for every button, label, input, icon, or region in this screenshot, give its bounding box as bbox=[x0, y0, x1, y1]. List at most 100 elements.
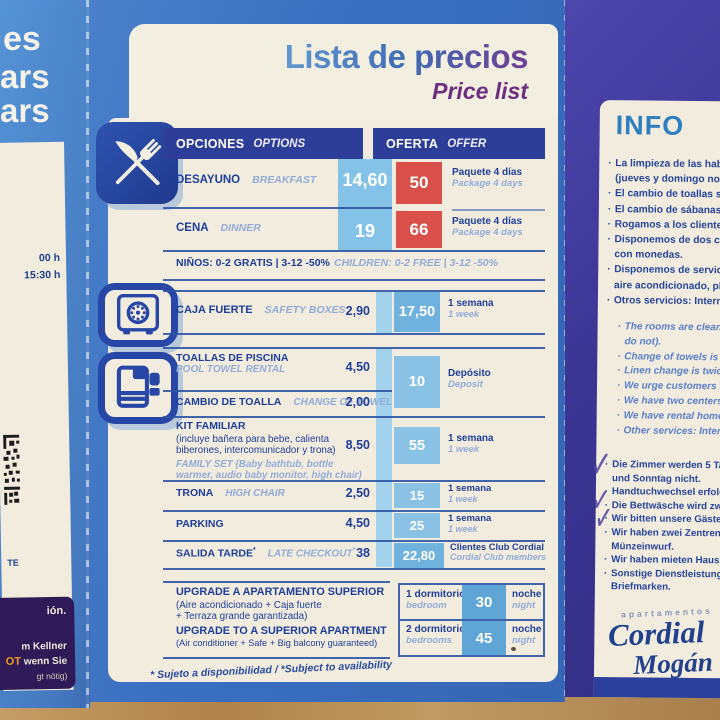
children-note-en: CHILDREN: 0-2 FREE | 3-12 -50% bbox=[334, 257, 498, 269]
upgrade-row-two: 2 dormitorios bedrooms 45 noche night bbox=[400, 621, 543, 655]
offer-header-bar: OFERTA OFFER bbox=[373, 128, 545, 159]
info-line: We have two centers wi bbox=[617, 394, 720, 410]
divider-line bbox=[163, 390, 392, 392]
row-safe: CAJA FUERTE SAFETY BOXES bbox=[176, 304, 346, 316]
row-label-en: DINNER bbox=[220, 222, 261, 234]
info-line: La limpieza de las habitaciones bbox=[608, 156, 720, 173]
divider-line bbox=[163, 347, 545, 349]
qr-code bbox=[3, 434, 22, 511]
divider-line bbox=[163, 540, 545, 542]
row-label-es: KIT FAMILIAR bbox=[176, 420, 246, 432]
purple-box-text: gt nötig) bbox=[36, 670, 68, 682]
breakfast-offer-desc: Paquete 4 días Package 4 days bbox=[452, 167, 523, 189]
info-line: do not). bbox=[624, 336, 662, 348]
row-late-checkout: SALIDA TARDE* LATE CHECKOUT* bbox=[176, 547, 355, 560]
price-card-title-strip bbox=[129, 24, 558, 120]
upgrade-desc-es: + Terraza grande garantizada) bbox=[176, 611, 308, 622]
info-line: Briefmarken. bbox=[610, 581, 671, 594]
info-line: Change of towels is don bbox=[617, 350, 720, 366]
row-pool-towels: TOALLAS DE PISCINA POOL TOWEL RENTAL bbox=[176, 352, 288, 375]
towel-deposit-desc: Depósito Deposit bbox=[448, 368, 491, 390]
row-label-en: LATE CHECKOUT* bbox=[267, 547, 356, 560]
breakfast-price: 14,60 bbox=[342, 169, 388, 190]
towels-icon bbox=[98, 352, 178, 424]
dinner-offer: 66 bbox=[396, 211, 442, 248]
info-card: INFO La limpieza de las habitaciones (ju… bbox=[589, 100, 720, 699]
divider-line bbox=[163, 581, 390, 583]
offer-header-en: OFFER bbox=[447, 137, 487, 150]
row-label-es: CENA bbox=[176, 222, 209, 234]
info-line: Rogamos a los clientes que n bbox=[608, 217, 720, 234]
purple-box-text: OT wenn Sie bbox=[5, 655, 68, 668]
info-line: Other services: Internet, c bbox=[616, 424, 720, 440]
safe-price: 2,90 bbox=[345, 304, 370, 318]
info-german-list: Die Zimmer werden 5 Tage die und Sonntag… bbox=[604, 458, 720, 596]
options-header-en: OPTIONS bbox=[253, 137, 306, 150]
upgrade-desc-en: (Air conditioner + Safe + Big balcony gu… bbox=[176, 638, 378, 648]
per-night-label: noche night bbox=[512, 624, 542, 646]
purple-box-text: m Kellner bbox=[21, 640, 67, 653]
family-kit-desc-en: warmer, audio baby monitor, high chair) bbox=[176, 470, 362, 481]
left-text-fragment: es bbox=[3, 20, 41, 58]
info-spanish-list: La limpieza de las habitaciones (jueves … bbox=[607, 156, 720, 310]
towel-deposit-offer: 10 bbox=[394, 356, 440, 408]
title-en: Price list bbox=[432, 78, 528, 104]
parking-price: 4,50 bbox=[345, 516, 370, 530]
divider-line bbox=[163, 510, 545, 512]
safe-offer-desc: 1 semana 1 week bbox=[448, 298, 494, 320]
divider-line bbox=[163, 416, 545, 418]
left-panel: es ars ars 00 h 15:30 h bbox=[0, 0, 90, 708]
row-label-es: CAJA FUERTE bbox=[176, 304, 253, 316]
info-line: El cambio de sábanas se real bbox=[608, 202, 720, 219]
row-label-en: BREAKFAST bbox=[252, 174, 317, 186]
info-line: Otros servicios: Internet, méd bbox=[607, 293, 720, 310]
info-english-list: The rooms are cleaned 5 do not). Change … bbox=[616, 320, 720, 440]
family-kit-desc-es: (incluye bañera para bebe, calienta bbox=[176, 434, 330, 445]
divider-line bbox=[400, 619, 543, 621]
info-line: We urge customers to n bbox=[617, 379, 720, 395]
price-strip bbox=[376, 349, 392, 567]
info-line: con monedas. bbox=[614, 249, 683, 262]
upgrade-block: UPGRADE A APARTAMENTO SUPERIOR (Aire aco… bbox=[176, 586, 390, 648]
high-chair-offer-desc: 1 semana 1 week bbox=[448, 483, 492, 504]
upgrade-two-price: 45 bbox=[462, 621, 506, 655]
upgrade-desc-es: (Aire acondicionado + Caja fuerte bbox=[176, 600, 322, 611]
left-text-fragment: TE bbox=[7, 557, 19, 568]
row-label-en: HIGH CHAIR bbox=[225, 488, 285, 499]
schedule-time: 15:30 h bbox=[24, 268, 61, 282]
late-checkout-offer: 22,80 bbox=[394, 543, 444, 568]
bedrooms-label: 1 dormitorio bedroom bbox=[406, 589, 466, 611]
divider-line bbox=[163, 333, 545, 335]
price-band bbox=[338, 159, 392, 250]
info-title: INFO bbox=[615, 110, 685, 141]
row-label-es: CAMBIO DE TOALLA bbox=[176, 396, 282, 408]
divider-line bbox=[163, 568, 545, 570]
high-chair-offer: 15 bbox=[394, 483, 440, 508]
family-kit-offer: 55 bbox=[394, 427, 440, 464]
left-text-fragment: ars bbox=[0, 92, 50, 129]
brand-logo: apartamentos Cordial Mogán Val bbox=[607, 604, 720, 680]
left-purple-box: ión. m Kellner OT wenn Sie gt nötig) bbox=[0, 596, 76, 690]
dinner-offer-desc: Paquete 4 días Package 4 days bbox=[452, 216, 523, 238]
purple-box-accent: OT bbox=[5, 655, 22, 668]
family-kit-offer-desc: 1 semana 1 week bbox=[448, 433, 494, 455]
info-line: The rooms are cleaned 5 bbox=[618, 320, 720, 336]
info-line: Disponemos de servicio de a bbox=[607, 263, 720, 280]
row-breakfast: DESAYUNO BREAKFAST bbox=[176, 174, 316, 186]
schedule-time: 00 h bbox=[38, 251, 61, 265]
family-kit-price: 8,50 bbox=[345, 438, 370, 452]
towel-change-price: 2,00 bbox=[345, 395, 370, 409]
safe-icon bbox=[98, 283, 178, 347]
late-checkout-offer-desc: Clientes Club Cordial Cordial Club member… bbox=[450, 542, 547, 562]
divider-line bbox=[163, 207, 392, 209]
upgrade-one-price: 30 bbox=[462, 585, 506, 619]
info-line: aire acondicionado, planchas, bbox=[614, 279, 720, 293]
divider-line bbox=[163, 480, 545, 482]
paper-speck bbox=[368, 56, 372, 59]
divider-line bbox=[163, 250, 545, 252]
upgrade-table: 1 dormitorio bedroom 30 noche night 2 do… bbox=[398, 583, 545, 657]
row-high-chair: TRONA HIGH CHAIR bbox=[176, 487, 285, 499]
page-title: Lista de precios Price list bbox=[250, 38, 529, 105]
left-cream-card: 00 h 15:30 h TE bbox=[0, 141, 74, 691]
children-note-es: NIÑOS: 0-2 GRATIS | 3-12 -50% bbox=[176, 257, 330, 269]
